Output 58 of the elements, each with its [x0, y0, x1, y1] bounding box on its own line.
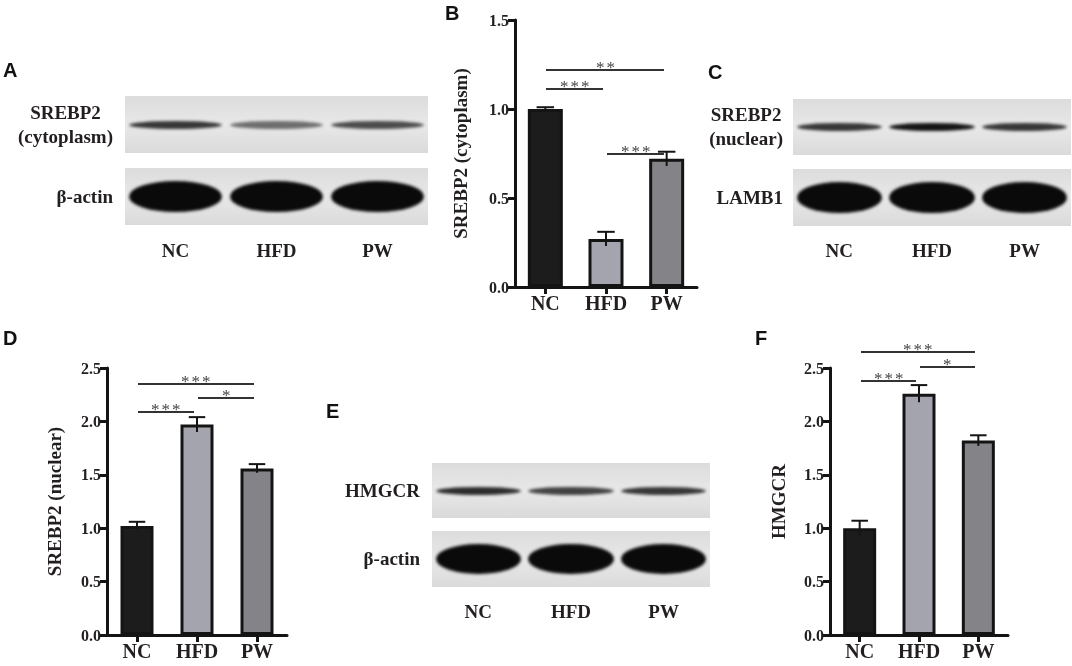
y-tick-label: 0.5: [81, 573, 101, 591]
text: C: [708, 61, 723, 83]
x-tick-label: HFD: [897, 640, 941, 662]
chart-title: D: [3, 327, 18, 349]
x-tick-label: PW: [962, 640, 995, 662]
x-tick-label: PW: [650, 292, 683, 314]
y-tick-label: 2.0: [804, 412, 824, 430]
annotation: ***: [621, 142, 653, 161]
y-tick-label: 1.5: [804, 466, 824, 484]
annotation: ***: [560, 77, 592, 96]
annotation: ***: [874, 369, 906, 388]
y-tick-label: 0.5: [489, 189, 509, 207]
annotation: *: [222, 386, 233, 405]
text: SREBP2 (nuclear): [709, 103, 783, 151]
x-tick-label: HFD: [584, 292, 628, 314]
category-label: HFD: [256, 240, 297, 261]
y-tick-label: 2.0: [81, 412, 101, 430]
chart-title: B: [445, 2, 460, 24]
text: E: [326, 400, 340, 422]
category-label: NC: [825, 240, 854, 261]
y-tick-label: 0.5: [804, 573, 824, 591]
x-tick-label: NC: [845, 640, 875, 662]
y-tick-label: 1.0: [489, 100, 509, 118]
y-tick-label: 0.0: [804, 626, 824, 644]
category-label: HFD: [550, 601, 592, 622]
x-tick-label: NC: [530, 292, 560, 314]
category-label: NC: [161, 240, 190, 261]
annotation: ***: [181, 372, 213, 391]
category-label: PW: [362, 240, 393, 261]
text: β-actin: [363, 547, 420, 571]
x-tick-label: HFD: [175, 640, 219, 662]
text: HMGCR: [345, 478, 420, 503]
chart-title: F: [755, 327, 768, 349]
y-tick-label: 1.5: [81, 466, 101, 484]
y-tick-label: 1.5: [489, 11, 509, 29]
category-label: NC: [464, 601, 493, 622]
y-tick-label: 2.5: [81, 359, 101, 377]
annotation: ***: [151, 400, 183, 419]
text: β-actin: [56, 184, 113, 209]
category-label: HFD: [911, 240, 953, 261]
y-tick-label: 1.0: [804, 519, 824, 537]
y-tick-label: 2.5: [804, 359, 824, 377]
text: ***: [903, 340, 935, 359]
y-tick-label: 0.0: [489, 278, 509, 296]
category-label: PW: [1009, 240, 1040, 261]
annotation: **: [596, 58, 617, 77]
text: LAMB1: [716, 185, 783, 210]
y-axis-title: SREBP2 (cytoplasm): [450, 68, 472, 239]
category-label: PW: [648, 601, 679, 622]
y-axis-title: SREBP2 (nuclear): [44, 426, 66, 577]
text: SREBP2 (cytoplasm): [18, 100, 113, 149]
text: A: [3, 59, 18, 81]
x-tick-label: PW: [240, 640, 274, 662]
x-tick-label: NC: [122, 640, 152, 662]
y-axis-title: HMGCR: [768, 463, 789, 539]
annotation: *: [943, 355, 954, 374]
y-tick-label: 1.0: [81, 519, 101, 537]
y-tick-label: 0.0: [81, 626, 101, 644]
